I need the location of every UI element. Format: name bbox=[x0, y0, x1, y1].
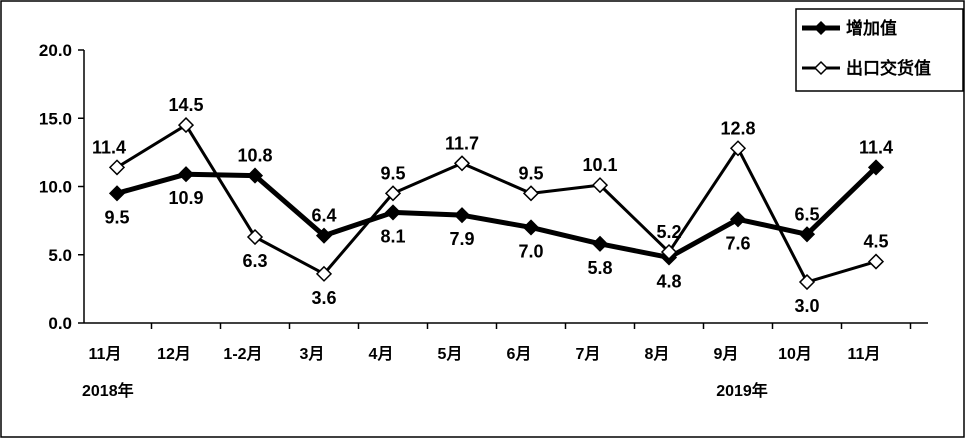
export-delivery-point bbox=[522, 185, 540, 202]
legend-label-value-added: 增加值 bbox=[846, 18, 897, 38]
y-tick-label: 20.0 bbox=[39, 41, 72, 60]
export-delivery-point bbox=[246, 228, 264, 246]
export-delivery-data-label: 3.6 bbox=[311, 288, 336, 308]
legend-label-export-delivery: 出口交货值 bbox=[846, 58, 931, 78]
value-added-data-label: 4.8 bbox=[656, 271, 681, 291]
series-lines bbox=[116, 123, 878, 284]
value-added-data-label: 5.8 bbox=[587, 258, 612, 278]
markers bbox=[108, 117, 885, 291]
x-category-label: 11月 bbox=[89, 345, 122, 363]
x-category-label: 5月 bbox=[438, 345, 463, 363]
value-added-data-label: 7.6 bbox=[725, 233, 750, 253]
data-labels: 9.5 10.9 10.8 6.4 8.1 7.9 7.0 5.8 4.8 7.6 6.5 11.4 1… bbox=[92, 95, 893, 316]
export-delivery-point bbox=[453, 155, 471, 172]
series-line-value-added bbox=[116, 165, 878, 260]
y-tick-label: 10.0 bbox=[39, 178, 72, 197]
export-delivery-data-label: 9.5 bbox=[518, 163, 543, 183]
value-added-data-label: 6.5 bbox=[794, 204, 819, 224]
export-delivery-data-label: 6.3 bbox=[242, 251, 267, 271]
x-category-label: 11月 bbox=[848, 345, 881, 363]
value-added-point bbox=[522, 219, 540, 236]
value-added-point bbox=[108, 185, 126, 202]
export-delivery-point bbox=[315, 265, 333, 282]
x-category-label: 6月 bbox=[507, 345, 532, 363]
export-delivery-data-label: 14.5 bbox=[168, 95, 203, 115]
value-added-point bbox=[591, 235, 609, 252]
value-added-data-label: 8.1 bbox=[380, 226, 405, 246]
value-added-point bbox=[729, 211, 747, 228]
value-added-data-label: 11.4 bbox=[859, 137, 893, 157]
year-label-2019: 2019年 bbox=[716, 381, 768, 400]
export-delivery-data-label: 11.4 bbox=[92, 137, 126, 157]
x-category-label: 12月 bbox=[157, 345, 191, 363]
axes: 0.0 5.0 10.0 15.0 20.0 11月 12月 1-2月 3月 4月 5月 6月 7月 8月… bbox=[39, 41, 928, 400]
value-added-data-label: 7.9 bbox=[449, 229, 474, 249]
x-category-label: 4月 bbox=[369, 345, 394, 363]
legend-marker-value-added bbox=[813, 20, 829, 36]
x-category-label: 7月 bbox=[576, 345, 601, 363]
value-added-point bbox=[798, 226, 816, 243]
export-delivery-point bbox=[867, 253, 885, 270]
value-added-point bbox=[867, 159, 885, 176]
year-label-2018: 2018年 bbox=[82, 381, 134, 400]
x-category-label: 9月 bbox=[714, 345, 739, 363]
value-added-data-label: 6.4 bbox=[311, 206, 336, 226]
x-category-label: 10月 bbox=[778, 345, 812, 363]
x-category-label: 3月 bbox=[300, 345, 325, 363]
series-line-export-delivery bbox=[116, 123, 877, 284]
value-added-data-label: 10.8 bbox=[237, 146, 272, 166]
export-delivery-data-label: 3.0 bbox=[794, 296, 819, 316]
value-added-data-label: 10.9 bbox=[168, 188, 203, 208]
export-delivery-point bbox=[177, 117, 195, 134]
value-added-point bbox=[246, 167, 264, 184]
export-delivery-data-label: 4.5 bbox=[863, 232, 888, 252]
export-delivery-data-label: 9.5 bbox=[380, 163, 405, 183]
value-added-point bbox=[315, 227, 333, 244]
y-tick-label: 15.0 bbox=[39, 109, 72, 128]
value-added-point bbox=[384, 204, 402, 221]
export-delivery-data-label: 10.1 bbox=[582, 155, 617, 175]
x-category-label: 8月 bbox=[645, 345, 670, 363]
export-delivery-point bbox=[108, 159, 126, 176]
export-delivery-point bbox=[591, 177, 609, 194]
export-delivery-point bbox=[660, 243, 678, 261]
export-delivery-data-label: 12.8 bbox=[720, 118, 755, 138]
value-added-point bbox=[453, 207, 471, 224]
export-delivery-data-label: 5.2 bbox=[656, 222, 681, 242]
value-added-point bbox=[177, 166, 195, 183]
x-category-label: 1-2月 bbox=[223, 345, 262, 363]
y-tick-label: 5.0 bbox=[48, 246, 72, 265]
legend-box bbox=[795, 8, 964, 92]
export-delivery-data-label: 11.7 bbox=[445, 133, 479, 153]
export-delivery-point bbox=[798, 273, 816, 291]
legend-marker-export-delivery bbox=[813, 60, 829, 76]
value-added-data-label: 9.5 bbox=[104, 207, 129, 227]
export-delivery-point bbox=[384, 185, 402, 202]
export-delivery-point bbox=[729, 140, 747, 157]
y-tick-label: 0.0 bbox=[48, 314, 72, 333]
value-added-data-label: 7.0 bbox=[518, 241, 543, 261]
